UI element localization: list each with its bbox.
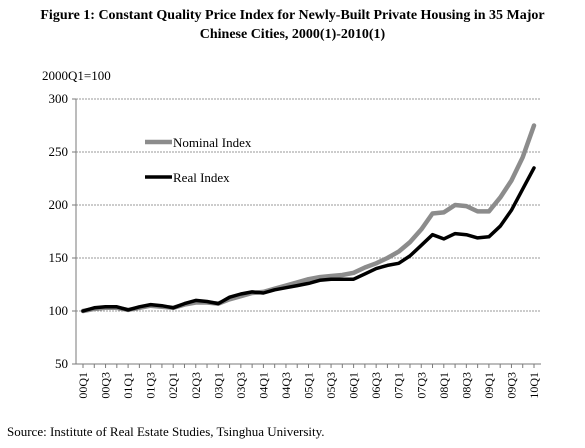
x-tick-label: 06Q3 bbox=[369, 372, 383, 399]
x-tick-label: 01Q1 bbox=[121, 372, 135, 399]
x-tick-label: 00Q1 bbox=[76, 372, 90, 399]
legend-bg bbox=[124, 169, 284, 185]
series-lines bbox=[80, 123, 537, 314]
x-tick-label: 03Q3 bbox=[234, 372, 248, 399]
legend-bg bbox=[124, 134, 284, 150]
y-tick-label: 200 bbox=[49, 197, 69, 212]
x-tick-label: 02Q3 bbox=[189, 372, 203, 399]
x-tick-label: 07Q1 bbox=[392, 372, 406, 399]
y-tick-labels: 50 100 150 200 250 300 bbox=[49, 91, 69, 371]
legend-label: Nominal Index bbox=[173, 135, 252, 150]
title-line-2: Chinese Cities, 2000(1)-2010(1) bbox=[199, 27, 386, 42]
x-tick-label: 05Q3 bbox=[324, 372, 338, 399]
x-tick-label: 00Q3 bbox=[99, 372, 113, 399]
x-tick-label: 05Q1 bbox=[302, 372, 316, 399]
y-axis-label: 2000Q1=100 bbox=[42, 68, 111, 83]
series-line-real-index bbox=[81, 166, 536, 313]
y-tick-label: 100 bbox=[49, 303, 69, 318]
legend: Nominal Index Real Index bbox=[124, 134, 284, 185]
x-tick-label: 09Q3 bbox=[504, 372, 518, 399]
x-tick-label: 10Q1 bbox=[527, 372, 541, 399]
x-tick-label: 02Q1 bbox=[166, 372, 180, 399]
y-tick-label: 50 bbox=[55, 356, 68, 371]
x-tick-label: 04Q1 bbox=[256, 372, 270, 399]
x-tick-label: 06Q1 bbox=[347, 372, 361, 399]
x-tick-label: 09Q1 bbox=[482, 372, 496, 399]
x-tick-label: 03Q1 bbox=[211, 372, 225, 399]
source-note: Source: Institute of Real Estate Studies… bbox=[7, 424, 325, 439]
x-tick-label: 01Q3 bbox=[144, 372, 158, 399]
figure-title: Figure 1: Constant Quality Price Index f… bbox=[0, 6, 585, 44]
x-tick-label: 04Q3 bbox=[279, 372, 293, 399]
x-tick-label: 08Q1 bbox=[437, 372, 451, 399]
x-tick-label: 08Q3 bbox=[459, 372, 473, 399]
y-tick-label: 300 bbox=[49, 91, 69, 106]
x-tick-labels: 00Q1 00Q3 01Q1 01Q3 02Q1 02Q3 03Q1 03Q3 04Q1 04Q3… bbox=[76, 372, 541, 399]
legend-label: Real Index bbox=[173, 170, 230, 185]
y-tick-label: 150 bbox=[49, 250, 69, 265]
y-tick-label: 250 bbox=[49, 144, 69, 159]
x-tick-label: 07Q3 bbox=[414, 372, 428, 399]
title-line-1: Figure 1: Constant Quality Price Index f… bbox=[40, 8, 545, 23]
